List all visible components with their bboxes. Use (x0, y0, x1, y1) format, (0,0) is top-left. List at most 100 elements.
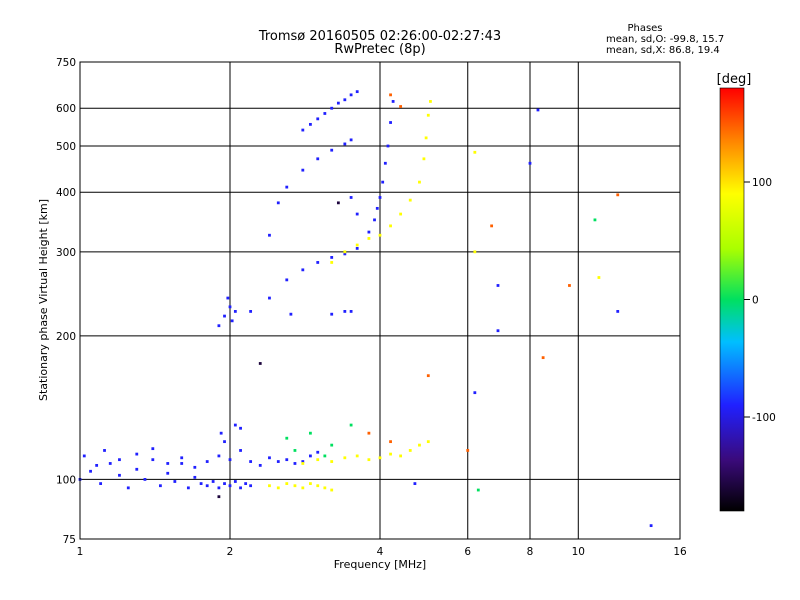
data-point (597, 276, 601, 279)
data-point (343, 456, 347, 460)
data-point (316, 117, 320, 121)
data-point (217, 495, 221, 499)
data-point (219, 431, 223, 435)
data-point (233, 310, 237, 313)
data-point (143, 478, 147, 481)
data-point (536, 108, 540, 112)
y-tick-label: 750 (56, 57, 76, 69)
data-point (258, 463, 262, 467)
data-point (593, 218, 597, 222)
data-point (249, 484, 253, 488)
data-point (399, 212, 403, 216)
data-point (95, 463, 99, 467)
chart-subtitle: RwPretec (8p) (334, 42, 425, 57)
data-point (616, 193, 620, 197)
x-axis-ticks: 1 2 4 6 8 10 16 (77, 546, 687, 558)
x-tick-label: 2 (227, 546, 234, 558)
data-point (276, 460, 280, 463)
data-point (223, 482, 226, 485)
data-point (349, 423, 353, 427)
data-point (378, 456, 382, 460)
data-point (285, 482, 289, 485)
data-point (239, 486, 242, 490)
data-point (528, 161, 532, 165)
data-point (429, 100, 432, 103)
scatter-points (78, 90, 653, 528)
data-point (135, 467, 139, 471)
data-point (381, 180, 385, 184)
data-point (330, 488, 334, 492)
y-tick-label: 600 (56, 103, 76, 115)
colorbar-tick-label: 0 (752, 295, 759, 307)
data-point (330, 312, 334, 316)
data-point (349, 196, 353, 199)
data-point (166, 462, 170, 465)
data-point (330, 460, 334, 463)
data-point (99, 482, 103, 485)
data-point (301, 486, 305, 490)
data-point (293, 484, 297, 488)
data-point (473, 391, 477, 395)
y-tick-label: 100 (56, 474, 76, 486)
data-point (309, 122, 312, 126)
data-point (228, 484, 232, 488)
data-point (408, 198, 412, 202)
data-point (343, 98, 347, 102)
data-point (249, 310, 253, 313)
data-point (616, 310, 620, 313)
data-point (355, 90, 359, 94)
y-tick-label: 75 (63, 534, 76, 546)
data-point (268, 296, 271, 300)
y-tick-label: 300 (56, 247, 76, 259)
data-point (473, 150, 477, 154)
data-point (103, 449, 106, 452)
data-point (330, 443, 334, 447)
data-point (649, 524, 653, 528)
data-point (389, 121, 392, 124)
data-point (301, 128, 305, 132)
colorbar-tick-label: 100 (752, 177, 772, 189)
data-point (389, 452, 392, 456)
data-point (355, 212, 359, 216)
data-point (383, 161, 387, 165)
data-point (205, 484, 209, 488)
data-point (166, 471, 170, 475)
data-point (343, 250, 347, 254)
data-point (330, 261, 334, 264)
data-point (389, 224, 392, 228)
data-point (258, 362, 262, 365)
data-point (367, 230, 371, 234)
colorbar (719, 87, 745, 512)
colorbar-tick-label: -100 (752, 412, 776, 424)
data-point (378, 233, 382, 237)
data-point (268, 456, 271, 460)
data-point (293, 462, 297, 465)
data-point (239, 449, 242, 452)
data-point (367, 237, 371, 240)
data-point (386, 144, 390, 148)
data-point (330, 106, 334, 110)
data-point (82, 454, 86, 458)
data-point (217, 454, 221, 458)
x-tick-label: 16 (673, 546, 687, 558)
data-point (389, 440, 392, 444)
data-point (199, 482, 203, 485)
data-point (205, 460, 209, 463)
data-point (118, 473, 121, 477)
data-point (301, 462, 305, 465)
data-point (399, 105, 403, 108)
data-point (336, 201, 340, 205)
data-point (316, 484, 320, 488)
data-point (466, 449, 470, 452)
plot-frame (79, 61, 681, 540)
data-point (293, 449, 297, 452)
data-point (422, 157, 426, 161)
x-tick-label: 6 (464, 546, 471, 558)
data-point (343, 310, 347, 313)
data-point (126, 486, 130, 490)
data-point (239, 426, 242, 430)
data-point (490, 224, 494, 228)
data-point (336, 101, 340, 105)
data-point (285, 436, 289, 440)
data-point (367, 458, 371, 462)
